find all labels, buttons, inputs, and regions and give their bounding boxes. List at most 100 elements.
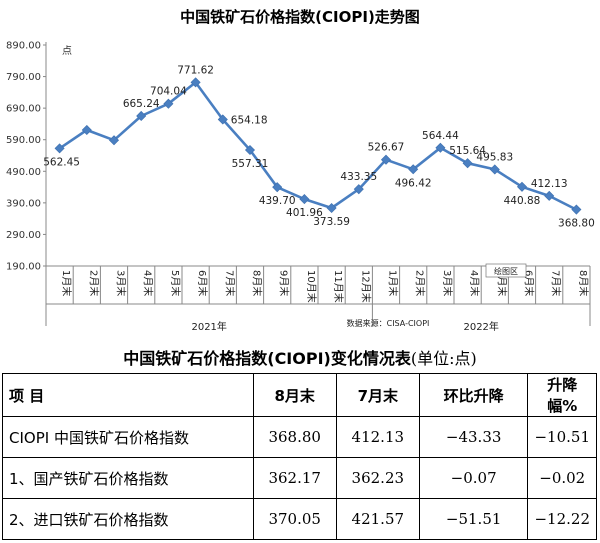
cell-jul: 412.13 — [335, 416, 420, 458]
cell-aug: 368.80 — [252, 416, 337, 458]
data-point-marker — [136, 110, 147, 121]
x-tick-label: 8月末 — [577, 270, 590, 296]
y-tick-label: 590.00 — [6, 135, 41, 146]
data-label: 515.64 — [449, 145, 486, 157]
data-point-marker — [353, 184, 364, 195]
x-tick-label: 7月末 — [550, 270, 563, 296]
data-label: 562.45 — [43, 156, 80, 168]
data-label: 704.04 — [150, 86, 187, 98]
x-tick-label: 2月末 — [87, 270, 100, 296]
y-tick-label: 290.00 — [6, 230, 41, 241]
data-point-marker — [516, 181, 528, 192]
x-tick-label: 4月末 — [142, 270, 155, 296]
series-line-ciopi — [58, 81, 577, 211]
y-tick-label: 490.00 — [6, 167, 41, 178]
data-point-marker — [544, 190, 555, 201]
data-point-marker — [54, 143, 65, 154]
header-mom-change: 环比升降 — [418, 373, 529, 417]
x-tick-label: 1月末 — [387, 270, 400, 296]
x-tick-label: 12月末 — [359, 270, 372, 303]
chart-title: 中国铁矿石价格指数(CIOPI)走势图 — [180, 8, 420, 26]
data-label: 433.35 — [340, 171, 377, 183]
cell-jul: 421.57 — [335, 498, 420, 540]
cell-aug: 362.17 — [252, 457, 337, 499]
line-chart: 中国铁矿石价格指数(CIOPI)走势图 点 890.00 790.00 690.00… — [6, 8, 595, 333]
x-tick-label: 3月末 — [441, 270, 454, 296]
data-point-marker — [489, 164, 500, 175]
y-tick-label: 690.00 — [6, 104, 41, 115]
x-tick-label: 5月末 — [169, 270, 182, 296]
y-tick-label: 190.00 — [6, 262, 41, 273]
header-change-pct: 升降幅% — [527, 373, 597, 417]
table-header-row: 项 目 8月末 7月末 环比升降 升降幅% — [2, 373, 597, 417]
header-aug: 8月末 — [252, 373, 337, 417]
table-row: CIOPI 中国铁矿石价格指数 368.80 412.13 −43.33 −10… — [2, 416, 597, 458]
data-point-marker — [272, 182, 283, 193]
table-title: 中国铁矿石价格指数(CIOPI)变化情况表(单位:点) — [0, 345, 600, 369]
cell-change: −51.51 — [418, 498, 529, 540]
plot-area-tooltip-box — [485, 263, 527, 278]
y-tick-label: 890.00 — [6, 41, 41, 52]
data-label: 368.80 — [558, 218, 595, 230]
change-table: 项 目 8月末 7月末 环比升降 升降幅% CIOPI 中国铁矿石价格指数 36… — [2, 373, 597, 540]
cell-change: −43.33 — [418, 416, 529, 458]
data-label: 439.70 — [259, 195, 296, 207]
x-tick-label: 10月末 — [305, 270, 318, 303]
data-point-marker — [326, 203, 337, 214]
data-point-marker — [408, 164, 419, 175]
chart-area: 中国铁矿石价格指数(CIOPI)走势图 点 890.00 790.00 690.00… — [6, 8, 595, 333]
data-label: 557.31 — [232, 158, 269, 170]
data-point-marker — [190, 77, 201, 88]
table-title-text: 中国铁矿石价格指数(CIOPI)变化情况表 — [123, 349, 411, 368]
cell-change: −0.07 — [418, 457, 529, 499]
data-label: 440.88 — [504, 195, 541, 207]
cell-aug: 370.05 — [252, 498, 337, 540]
x-tick-label: 4月末 — [468, 270, 481, 296]
data-label: 496.42 — [395, 177, 432, 189]
data-point-marker — [299, 194, 310, 205]
y-tick-label: 790.00 — [6, 72, 41, 83]
data-label: 412.13 — [531, 178, 568, 190]
data-label: 654.18 — [231, 114, 268, 126]
x-tick-label: 8月末 — [251, 270, 264, 296]
data-point-marker — [462, 158, 473, 169]
x-tick-label: 2月末 — [414, 270, 427, 296]
header-item: 项 目 — [2, 373, 254, 417]
cell-name: CIOPI 中国铁矿石价格指数 — [2, 416, 254, 458]
data-point-marker — [380, 154, 392, 165]
table-row: 1、国产铁矿石价格指数 362.17 362.23 −0.07 −0.02 — [2, 457, 597, 499]
cell-name: 1、国产铁矿石价格指数 — [2, 457, 254, 499]
data-point-marker — [571, 204, 582, 215]
data-label: 373.59 — [313, 216, 350, 228]
x-tick-label: 6月末 — [196, 270, 209, 296]
table-unit: (单位:点) — [410, 349, 477, 368]
cell-jul: 362.23 — [335, 457, 420, 499]
data-label: 564.44 — [422, 130, 459, 142]
x-tick-label: 11月末 — [332, 270, 345, 303]
data-point-marker — [163, 98, 174, 109]
data-point-marker — [81, 124, 92, 136]
data-label: 526.67 — [368, 142, 405, 154]
x-tick-label: 1月末 — [60, 270, 73, 296]
source-note: 数据来源：CISA-CIOPI — [347, 318, 430, 328]
y-axis-unit: 点 — [62, 45, 72, 57]
y-tick-label: 390.00 — [6, 198, 41, 209]
data-point-marker — [435, 142, 446, 153]
x-tick-label: 7月末 — [223, 270, 236, 296]
data-point-marker — [244, 145, 256, 156]
cell-pct: −12.22 — [527, 498, 597, 540]
table-row: 2、进口铁矿石价格指数 370.05 421.57 −51.51 −12.22 — [2, 498, 597, 540]
cell-name: 2、进口铁矿石价格指数 — [2, 498, 254, 540]
cell-pct: −0.02 — [527, 457, 597, 499]
year-label-2021: 2021年 — [191, 320, 226, 333]
year-label-2022: 2022年 — [463, 320, 498, 333]
data-label: 401.96 — [286, 207, 323, 219]
plot-area-tooltip: 绘图区 — [494, 266, 518, 276]
x-tick-label: 3月末 — [115, 270, 128, 296]
data-point-marker — [108, 135, 120, 146]
data-label: 665.24 — [123, 98, 160, 110]
data-label: 771.62 — [177, 64, 214, 76]
data-point-marker — [217, 114, 228, 125]
data-label: 495.83 — [476, 151, 513, 163]
cell-pct: −10.51 — [527, 416, 597, 458]
